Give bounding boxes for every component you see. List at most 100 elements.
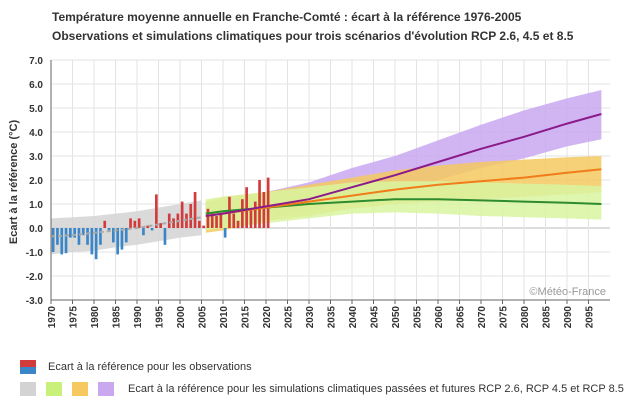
x-tick-label: 1975 <box>69 306 80 329</box>
x-tick-label: 1990 <box>133 306 144 329</box>
observation-bar <box>77 228 81 245</box>
observation-bar <box>51 228 55 252</box>
x-tick-label: 2030 <box>305 306 316 329</box>
y-tick-label: -1.0 <box>26 248 44 259</box>
observation-bar <box>210 213 214 228</box>
observation-bar <box>202 225 205 228</box>
envelope-bands <box>51 90 602 255</box>
x-tick-label: 1985 <box>112 306 123 329</box>
observation-bar <box>253 201 257 228</box>
x-tick-label: 2025 <box>284 306 295 329</box>
observation-bar <box>142 228 145 236</box>
observation-bar <box>189 204 193 228</box>
observation-bar <box>124 228 128 243</box>
x-tick-label: 2000 <box>176 306 187 329</box>
chart-subtitle: Observations et simulations climatiques … <box>52 29 574 43</box>
x-tick-label: 2050 <box>391 306 402 329</box>
observation-bar <box>107 228 111 231</box>
observation-bar <box>60 228 64 255</box>
observation-bar <box>81 228 85 236</box>
observation-bar <box>163 228 167 245</box>
observation-bar <box>172 218 175 228</box>
rcp45-swatch <box>72 382 88 396</box>
legend-simulations-label: Ecart à la référence pour les simulation… <box>128 383 624 395</box>
legend-simulations: Ecart à la référence pour les simulation… <box>20 382 624 396</box>
observation-bar <box>155 194 158 228</box>
x-tick-label: 2045 <box>370 306 381 329</box>
observation-bar <box>103 220 107 228</box>
rcp26-swatch <box>46 382 62 396</box>
observation-bar <box>245 187 248 228</box>
x-tick-label: 2080 <box>520 306 531 329</box>
band-rcp-2-6 <box>205 181 602 231</box>
y-tick-label: 7.0 <box>29 56 43 67</box>
x-tick-label: 1980 <box>90 306 101 329</box>
y-tick-label: 0.0 <box>29 224 43 235</box>
observation-bar <box>94 228 98 260</box>
y-tick-label: -3.0 <box>26 296 44 307</box>
observation-bar <box>73 228 76 238</box>
observation-bar <box>150 228 154 231</box>
x-tick-label: 1970 <box>47 306 58 329</box>
observation-bar <box>215 216 218 228</box>
x-tick-label: 2035 <box>327 306 338 329</box>
x-tick-label: 2090 <box>563 306 574 329</box>
x-tick-label: 2085 <box>542 306 553 329</box>
observation-bar <box>167 213 171 228</box>
observation-bar <box>69 228 72 238</box>
observation-bar <box>90 228 94 255</box>
observation-bar <box>249 208 253 228</box>
historical-mean-line <box>50 216 202 238</box>
x-tick-label: 1995 <box>155 306 166 329</box>
y-axis-label: Ecart à la référence (°C) <box>8 120 20 245</box>
x-tick-label: 2015 <box>241 306 252 329</box>
y-tick-label: 6.0 <box>29 80 43 91</box>
chart-svg: 7.0 6.0 5.0 4.0 3.0 2.0 1.0 0.0 -1.0 -2.0 -3.01970… <box>8 56 610 328</box>
observation-bar <box>120 228 124 250</box>
x-tick-label: 2095 <box>585 306 596 329</box>
observation-bar <box>180 201 184 228</box>
observation-bar <box>193 192 197 228</box>
observation-bar <box>137 218 141 228</box>
observation-bar <box>129 218 132 228</box>
observation-bar <box>116 228 119 255</box>
observation-bar <box>258 180 261 228</box>
legend-observations-label: Ecart à la référence pour les observatio… <box>48 361 252 373</box>
x-tick-label: 2060 <box>434 306 445 329</box>
watermark: ©Météo-France <box>529 286 606 298</box>
observation-bar <box>56 228 59 245</box>
observation-bars <box>51 177 270 260</box>
mean-lines <box>50 113 602 238</box>
observation-bar <box>99 228 102 245</box>
y-tick-label: 5.0 <box>29 104 43 115</box>
x-tick-label: 2055 <box>413 306 424 329</box>
line-rcp-8-5 <box>205 113 602 217</box>
axes: 7.0 6.0 5.0 4.0 3.0 2.0 1.0 0.0 -1.0 -2.0 -3.01970… <box>26 56 610 328</box>
observation-bar <box>112 228 115 243</box>
observation-bar <box>236 220 240 228</box>
observation-bar <box>159 223 162 228</box>
observation-bar <box>266 177 270 228</box>
observation-bar <box>219 213 223 228</box>
x-tick-label: 2040 <box>348 306 359 329</box>
y-tick-label: 2.0 <box>29 176 43 187</box>
x-tick-label: 2065 <box>456 306 467 329</box>
y-tick-label: 3.0 <box>29 152 43 163</box>
chart-title: Température moyenne annuelle en Franche-… <box>52 10 522 24</box>
observations-swatch <box>20 360 36 374</box>
observation-bar <box>185 213 188 228</box>
y-tick-label: 1.0 <box>29 200 43 211</box>
y-tick-label: -2.0 <box>26 272 44 283</box>
rcp85-swatch <box>98 382 114 396</box>
x-tick-label: 2075 <box>499 306 510 329</box>
x-tick-label: 2020 <box>262 306 273 329</box>
observation-bar <box>133 220 137 228</box>
x-tick-label: 2005 <box>198 306 209 329</box>
observation-bar <box>146 225 150 228</box>
legend-observations: Ecart à la référence pour les observatio… <box>20 360 252 374</box>
historical-swatch <box>20 382 36 396</box>
observation-bar <box>206 208 210 228</box>
x-tick-label: 2070 <box>477 306 488 329</box>
observation-bar <box>232 213 236 228</box>
observation-bar <box>86 228 89 245</box>
